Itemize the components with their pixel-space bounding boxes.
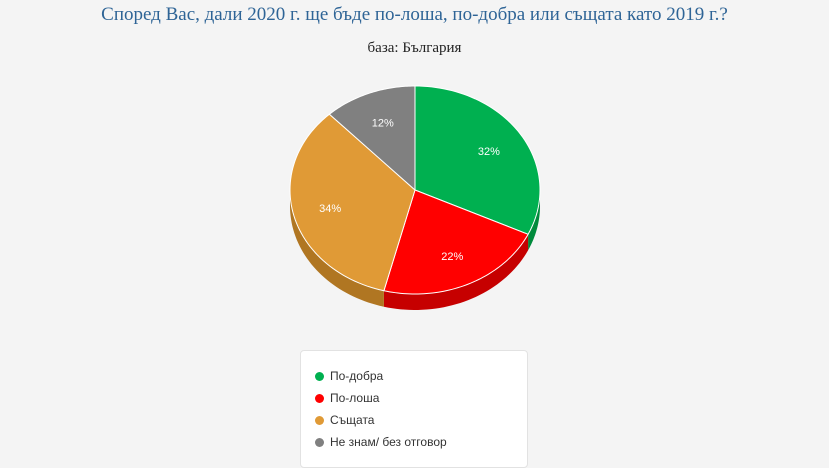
pie-slice-side bbox=[383, 234, 529, 310]
chart-legend: По-добра По-лоша Същата Не знам/ без отг… bbox=[300, 350, 528, 468]
legend-label: По-добра bbox=[330, 369, 384, 383]
slice-data-label: 12% bbox=[372, 117, 394, 129]
legend-item-po-losha[interactable]: По-лоша bbox=[301, 387, 527, 409]
chart-subtitle: база: България bbox=[367, 40, 462, 56]
slice-data-label: 32% bbox=[478, 146, 500, 158]
legend-item-sashtata[interactable]: Същата bbox=[301, 409, 527, 431]
pie-slice[interactable] bbox=[289, 113, 416, 292]
chart-title: Според Вас, дали 2020 г. ще бъде по-лоша… bbox=[101, 4, 728, 25]
legend-item-po-dobra[interactable]: По-добра bbox=[301, 365, 527, 387]
slice-data-label: 22% bbox=[441, 251, 463, 263]
legend-marker-icon bbox=[315, 437, 324, 447]
legend-item-ne-znam[interactable]: Не знам/ без отговор bbox=[301, 431, 527, 453]
legend-marker-icon bbox=[315, 415, 324, 425]
legend-marker-icon bbox=[315, 371, 324, 381]
pie-slice-side bbox=[290, 190, 384, 307]
legend-label: Същата bbox=[330, 413, 375, 427]
pie-slice[interactable] bbox=[414, 85, 541, 235]
pie-slice[interactable] bbox=[328, 85, 416, 191]
pie-slice[interactable] bbox=[383, 189, 529, 295]
legend-label: Не знам/ без отговор bbox=[330, 435, 447, 449]
pie-slice-side bbox=[528, 190, 540, 251]
legend-label: По-лоша bbox=[330, 391, 380, 405]
slice-data-label: 34% bbox=[319, 203, 341, 215]
legend-marker-icon bbox=[315, 393, 324, 403]
